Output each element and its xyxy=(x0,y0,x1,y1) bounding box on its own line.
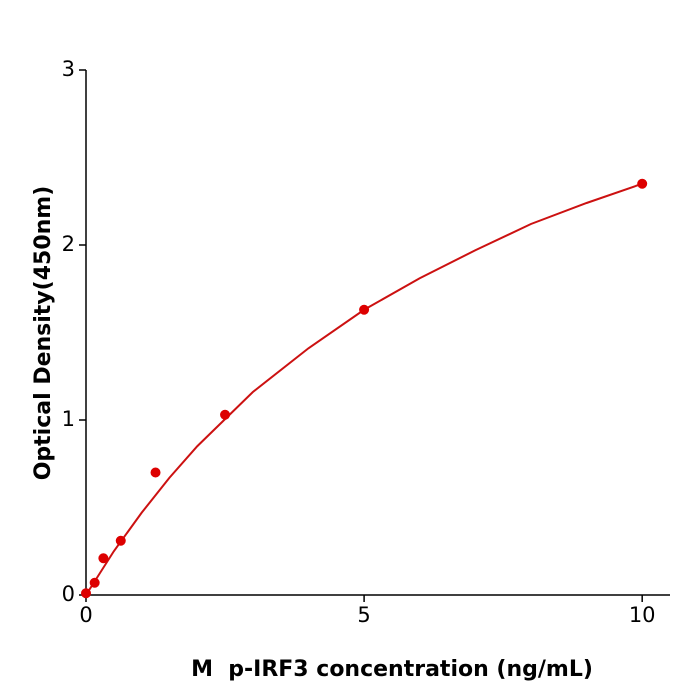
y-tick-label: 1 xyxy=(62,407,75,431)
data-point xyxy=(359,304,370,315)
data-point xyxy=(637,178,648,189)
data-point xyxy=(89,577,100,588)
data-point xyxy=(220,409,231,420)
data-point xyxy=(150,467,161,478)
y-tick-label: 3 xyxy=(62,57,75,81)
x-axis-label: M p-IRF3 concentration (ng/mL) xyxy=(191,657,593,682)
data-point xyxy=(115,535,126,546)
data-point xyxy=(81,588,91,599)
y-tick-label: 2 xyxy=(62,232,75,256)
fit-curve xyxy=(85,182,643,596)
y-axis-label: Optical Density(450nm) xyxy=(31,186,56,481)
x-tick-label: 0 xyxy=(79,603,92,627)
y-tick-label: 0 xyxy=(62,582,75,606)
x-tick-label: 10 xyxy=(629,603,656,627)
x-tick-label: 5 xyxy=(357,603,370,627)
data-point xyxy=(98,553,109,564)
